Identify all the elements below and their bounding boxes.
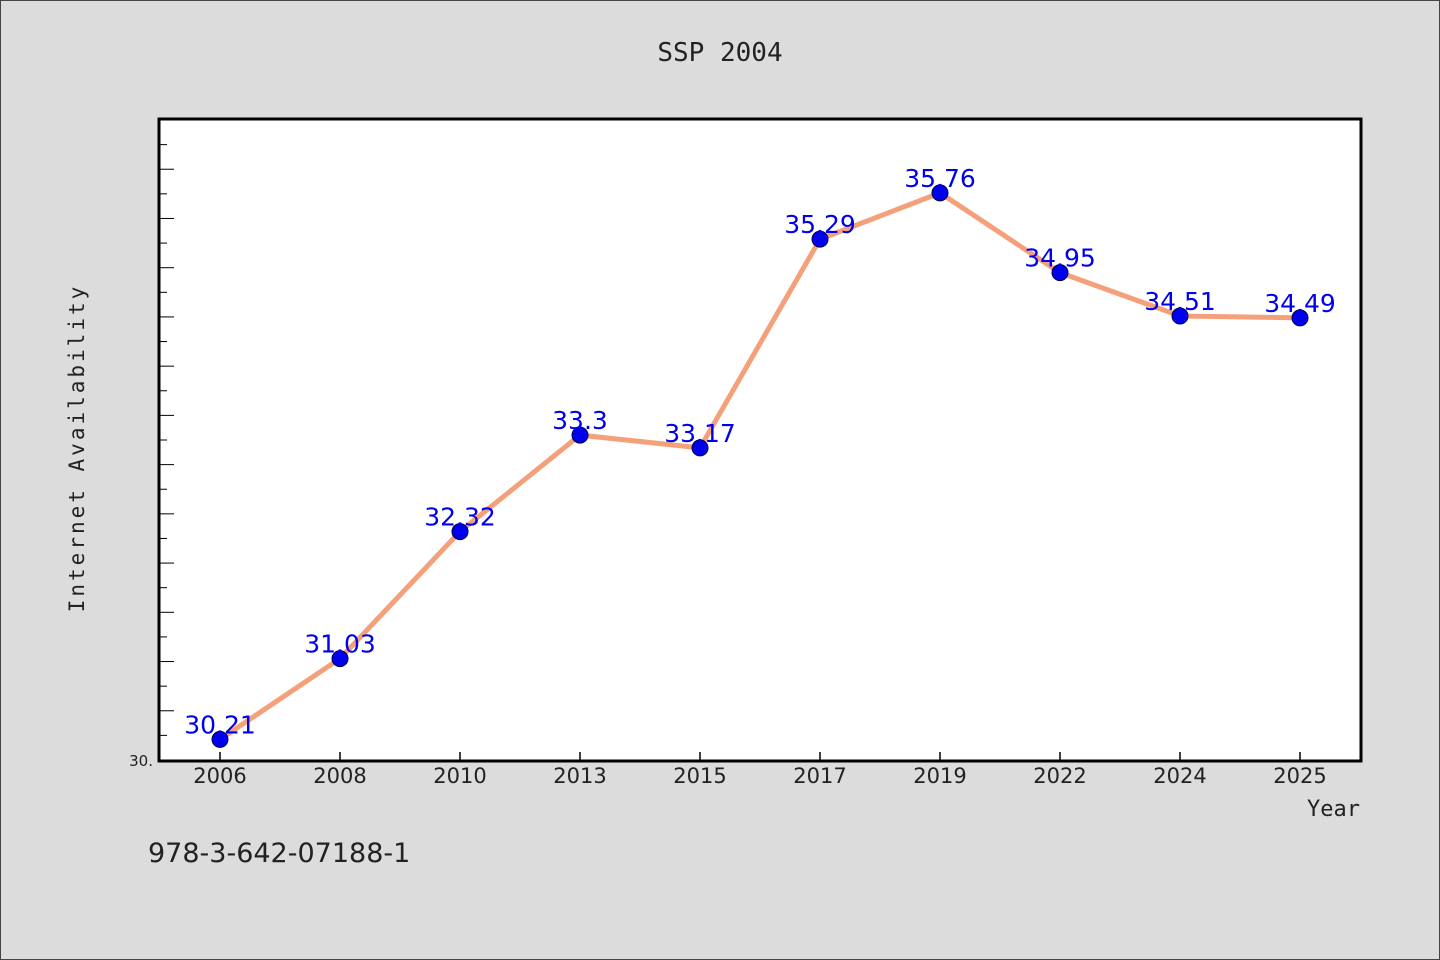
data-point xyxy=(931,184,949,202)
y-axis-ticks xyxy=(160,119,174,761)
data-labels: 30.21 31.03 32.32 33.3 33.17 35.29 35.76 34.95 3… xyxy=(184,164,1336,739)
plot-area xyxy=(157,117,1363,763)
x-axis-title: Year xyxy=(1307,797,1360,822)
x-tick-label: 2022 xyxy=(1033,764,1086,788)
data-point xyxy=(811,230,829,248)
x-tick-label: 2019 xyxy=(913,764,966,788)
data-label: 34.51 xyxy=(1144,287,1216,316)
series-line xyxy=(217,190,1303,742)
x-tick-label: 2015 xyxy=(673,764,726,788)
data-point xyxy=(571,426,589,444)
x-tick-label: 2013 xyxy=(553,764,606,788)
data-points xyxy=(211,184,1309,748)
isbn-text: 978-3-642-07188-1 xyxy=(148,838,410,869)
data-label: 33.3 xyxy=(552,406,608,435)
data-label: 31.03 xyxy=(304,630,376,659)
data-point xyxy=(691,439,709,457)
data-point xyxy=(1171,307,1189,325)
data-label: 35.76 xyxy=(904,164,976,193)
x-tick-label: 2008 xyxy=(313,764,366,788)
data-label: 34.95 xyxy=(1024,244,1096,273)
y-axis-title: Internet Availability xyxy=(65,284,89,613)
data-point xyxy=(451,523,469,541)
data-label: 35.29 xyxy=(784,210,856,239)
chart-title: SSP 2004 xyxy=(657,38,782,68)
x-tick-label: 2006 xyxy=(193,764,246,788)
data-label: 32.32 xyxy=(424,503,496,532)
data-label: 30.21 xyxy=(184,710,256,739)
x-tick-label: 2025 xyxy=(1273,764,1326,788)
data-label: 33.17 xyxy=(664,419,736,448)
data-point xyxy=(211,730,229,748)
y-axis-min-label: 30. xyxy=(129,752,153,770)
x-tick-label: 2010 xyxy=(433,764,486,788)
data-label: 34.49 xyxy=(1264,289,1336,318)
x-axis: 2006 2008 2010 2013 2015 2017 2019 2022 2024 2025 xyxy=(193,752,1327,788)
data-point xyxy=(331,650,349,668)
data-point xyxy=(1291,309,1309,327)
x-tick-label: 2024 xyxy=(1153,764,1206,788)
data-point xyxy=(1051,264,1069,282)
x-tick-label: 2017 xyxy=(793,764,846,788)
